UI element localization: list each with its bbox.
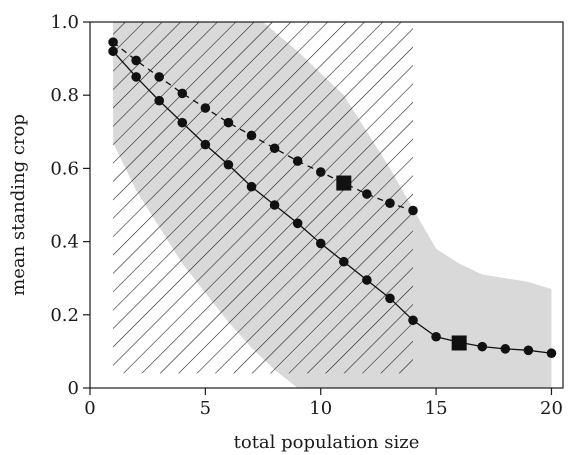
data-point-solid bbox=[177, 117, 188, 128]
highlight-square-marker bbox=[336, 175, 352, 191]
data-point-solid bbox=[431, 331, 441, 342]
data-point-solid bbox=[385, 293, 395, 304]
x-axis-label: total population size bbox=[234, 432, 420, 453]
data-point-solid bbox=[500, 344, 511, 354]
data-point-solid bbox=[546, 348, 557, 359]
data-point-solid bbox=[523, 345, 534, 356]
data-point-dashed bbox=[408, 205, 418, 216]
y-tick-label: 0.2 bbox=[50, 305, 79, 326]
highlight-square-marker bbox=[451, 335, 467, 351]
data-point-solid bbox=[408, 315, 418, 326]
y-axis-label: mean standing crop bbox=[8, 114, 29, 296]
y-tick-label: 0.8 bbox=[50, 85, 79, 106]
data-point-solid bbox=[200, 139, 211, 150]
data-point-dashed bbox=[362, 189, 372, 199]
data-point-dashed bbox=[154, 72, 165, 82]
y-tick-label: 0.6 bbox=[50, 158, 79, 179]
data-point-solid bbox=[108, 46, 118, 57]
x-tick-label: 5 bbox=[200, 398, 211, 419]
data-point-solid bbox=[315, 238, 326, 249]
data-point-solid bbox=[154, 95, 165, 106]
data-point-solid bbox=[339, 256, 349, 267]
data-point-dashed bbox=[108, 37, 118, 47]
y-tick-label: 1.0 bbox=[50, 12, 79, 33]
x-tick-label: 15 bbox=[425, 398, 448, 419]
y-tick-label: 0.4 bbox=[50, 232, 79, 253]
data-point-solid bbox=[223, 159, 234, 170]
data-point-solid bbox=[131, 72, 141, 82]
x-tick-label: 10 bbox=[309, 398, 332, 419]
data-point-dashed bbox=[223, 117, 234, 128]
data-point-dashed bbox=[292, 156, 303, 166]
y-axis: 0 0.2 0.4 0.6 0.8 1.0 bbox=[50, 12, 90, 399]
plot-area bbox=[89, 21, 564, 389]
data-point-solid bbox=[362, 275, 372, 285]
data-point-solid bbox=[269, 200, 280, 210]
data-point-dashed bbox=[177, 88, 188, 99]
y-tick-label: 0 bbox=[68, 378, 79, 399]
data-point-dashed bbox=[269, 143, 280, 154]
series-line-dashed bbox=[112, 41, 414, 212]
x-tick-label: 20 bbox=[540, 398, 563, 419]
hatched-region bbox=[113, 22, 414, 374]
data-point-dashed bbox=[200, 103, 211, 113]
data-point-dashed bbox=[385, 198, 395, 208]
x-tick-label: 0 bbox=[84, 398, 95, 419]
data-point-dashed bbox=[315, 167, 326, 177]
plot-frame bbox=[89, 21, 564, 389]
data-point-dashed bbox=[246, 130, 257, 141]
x-axis: 0 5 10 15 20 bbox=[84, 388, 563, 419]
data-point-solid bbox=[477, 341, 488, 352]
data-point-dashed bbox=[131, 55, 141, 66]
data-point-solid bbox=[246, 181, 257, 192]
data-point-solid bbox=[292, 218, 303, 229]
